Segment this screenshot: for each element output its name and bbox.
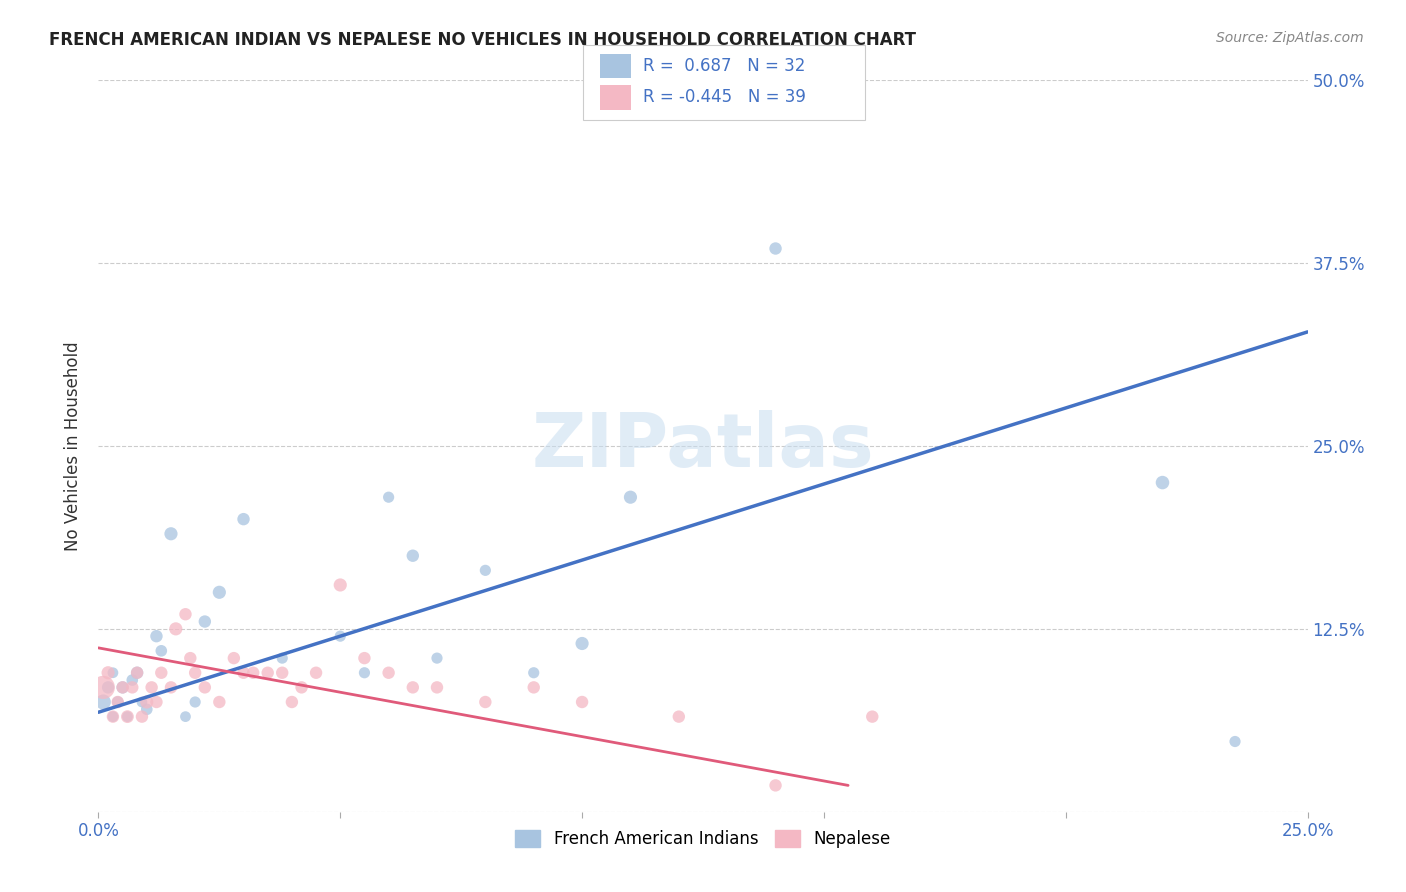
- Point: [523, 665, 546, 680]
- Point: [121, 673, 143, 687]
- Point: [174, 607, 197, 622]
- Point: [127, 665, 149, 680]
- Point: [111, 681, 134, 695]
- Point: [271, 665, 294, 680]
- Point: [91, 695, 114, 709]
- Point: [256, 665, 278, 680]
- Legend: French American Indians, Nepalese: French American Indians, Nepalese: [509, 823, 897, 855]
- Point: [117, 709, 139, 723]
- Point: [184, 665, 207, 680]
- Point: [571, 636, 593, 650]
- Point: [305, 665, 328, 680]
- Point: [141, 681, 163, 695]
- Point: [179, 651, 201, 665]
- Point: [426, 681, 449, 695]
- Point: [222, 651, 245, 665]
- Point: [121, 681, 143, 695]
- Text: FRENCH AMERICAN INDIAN VS NEPALESE NO VEHICLES IN HOUSEHOLD CORRELATION CHART: FRENCH AMERICAN INDIAN VS NEPALESE NO VE…: [49, 31, 917, 49]
- Text: Source: ZipAtlas.com: Source: ZipAtlas.com: [1216, 31, 1364, 45]
- Point: [232, 512, 254, 526]
- Point: [474, 695, 496, 709]
- Point: [377, 665, 399, 680]
- Point: [111, 681, 134, 695]
- Point: [232, 665, 254, 680]
- Point: [91, 681, 114, 695]
- Point: [107, 695, 129, 709]
- Point: [860, 709, 883, 723]
- Point: [426, 651, 449, 665]
- Point: [194, 681, 217, 695]
- Point: [135, 695, 157, 709]
- Point: [402, 681, 425, 695]
- Point: [165, 622, 187, 636]
- Point: [145, 695, 167, 709]
- Point: [127, 665, 149, 680]
- Point: [1223, 734, 1246, 748]
- Point: [131, 695, 153, 709]
- Point: [208, 695, 231, 709]
- Point: [765, 778, 787, 792]
- Point: [571, 695, 593, 709]
- Point: [97, 681, 120, 695]
- Point: [101, 665, 124, 680]
- Point: [135, 702, 157, 716]
- Point: [117, 709, 139, 723]
- Point: [174, 709, 197, 723]
- Point: [242, 665, 264, 680]
- Point: [377, 490, 399, 504]
- Point: [271, 651, 294, 665]
- Y-axis label: No Vehicles in Household: No Vehicles in Household: [65, 341, 83, 551]
- Point: [208, 585, 231, 599]
- Point: [145, 629, 167, 643]
- Point: [160, 526, 183, 541]
- Point: [353, 651, 375, 665]
- Point: [160, 681, 183, 695]
- Point: [474, 563, 496, 577]
- Point: [1152, 475, 1174, 490]
- Point: [329, 629, 352, 643]
- Point: [150, 665, 173, 680]
- Point: [150, 644, 173, 658]
- Point: [668, 709, 690, 723]
- Point: [290, 681, 312, 695]
- Point: [353, 665, 375, 680]
- Point: [131, 709, 153, 723]
- Point: [523, 681, 546, 695]
- Text: R =  0.687   N = 32: R = 0.687 N = 32: [643, 57, 804, 75]
- Point: [619, 490, 641, 504]
- Point: [402, 549, 425, 563]
- Point: [281, 695, 304, 709]
- Point: [97, 665, 120, 680]
- Text: R = -0.445   N = 39: R = -0.445 N = 39: [643, 88, 806, 106]
- Point: [184, 695, 207, 709]
- Point: [107, 695, 129, 709]
- Point: [101, 709, 124, 723]
- Point: [329, 578, 352, 592]
- Point: [101, 709, 124, 723]
- Point: [194, 615, 217, 629]
- Point: [765, 242, 787, 256]
- Text: ZIPatlas: ZIPatlas: [531, 409, 875, 483]
